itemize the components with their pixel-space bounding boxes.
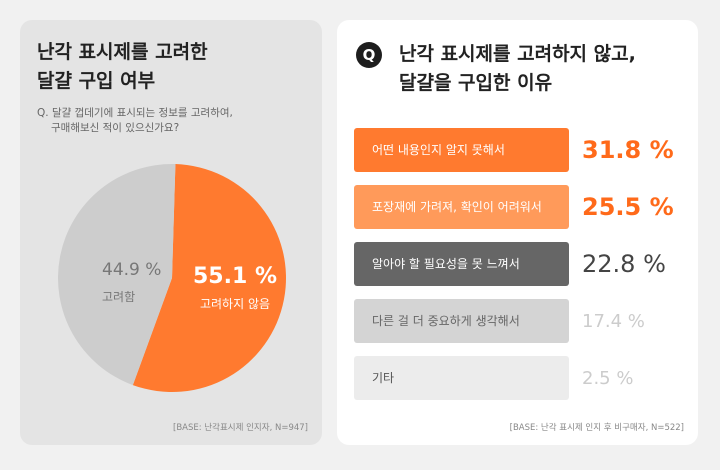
bar-4 bbox=[354, 356, 569, 400]
bar-1 bbox=[354, 185, 569, 229]
left-title-line-1: 난각 표시제를 고려한 bbox=[37, 41, 208, 63]
survey-question-line-2: 구매해보신 적이 있으신가요? bbox=[51, 122, 180, 134]
right-title-line-1: 난각 표시제를 고려하지 않고, bbox=[399, 43, 636, 65]
bar-category-label-1: 포장재에 가려져, 확인이 어려워서 bbox=[372, 200, 542, 214]
pie-slice-0 bbox=[132, 164, 287, 392]
bar-chart: 어떤 내용인지 알지 못해서 31.8 % 포장재에 가려져, 확인이 어려워서 25… bbox=[354, 128, 674, 400]
bar-category-label-2: 알아야 할 필요성을 못 느껴서 bbox=[372, 257, 520, 271]
bar-2 bbox=[354, 242, 569, 286]
slice-value-label-1: 44.9 % bbox=[102, 260, 161, 280]
pie-slice-1 bbox=[58, 164, 176, 386]
left-title-line-2: 달걀 구입 여부 bbox=[37, 70, 156, 92]
left-panel: 난각 표시제를 고려한 달걀 구입 여부 Q. 달걀 껍데기에 표시되는 정보를… bbox=[20, 20, 322, 445]
slice-category-label-0: 고려하지 않음 bbox=[200, 297, 270, 311]
bar-value-label-4: 2.5 % bbox=[582, 368, 633, 389]
right-panel: Q 난각 표시제를 고려하지 않고, 달걀을 구입한 이유 어떤 내용인지 알지… bbox=[337, 20, 698, 445]
bar-category-label-3: 다른 걸 더 중요하게 생각해서 bbox=[372, 314, 520, 328]
right-title-line-2: 달걀을 구입한 이유 bbox=[399, 72, 553, 94]
bar-value-label-2: 22.8 % bbox=[582, 250, 666, 278]
bar-value-label-0: 31.8 % bbox=[582, 136, 674, 164]
slice-category-label-1: 고려함 bbox=[102, 290, 135, 304]
bar-category-label-0: 어떤 내용인지 알지 못해서 bbox=[372, 143, 505, 157]
bar-3 bbox=[354, 299, 569, 343]
right-base-note: [BASE: 난각 표시제 인지 후 비구매자, N=522] bbox=[509, 423, 684, 433]
bar-value-label-1: 25.5 % bbox=[582, 193, 674, 221]
bar-value-label-3: 17.4 % bbox=[582, 311, 645, 332]
survey-question: Q. 달걀 껍데기에 표시되는 정보를 고려하여, 구매해보신 적이 있으신가요… bbox=[37, 106, 307, 136]
pie-chart: 55.1 % 고려하지 않음 44.9 % 고려함 bbox=[58, 164, 287, 392]
right-title: 난각 표시제를 고려하지 않고, 달걀을 구입한 이유 bbox=[399, 40, 689, 98]
left-base-note: [BASE: 난각표시제 인지자, N=947] bbox=[173, 423, 308, 433]
slice-value-label-0: 55.1 % bbox=[193, 264, 277, 289]
question-icon: Q bbox=[356, 42, 382, 68]
left-title: 난각 표시제를 고려한 달걀 구입 여부 bbox=[37, 38, 317, 96]
bar-0 bbox=[354, 128, 569, 172]
bar-category-label-4: 기타 bbox=[372, 371, 394, 385]
survey-question-line-1: Q. 달걀 껍데기에 표시되는 정보를 고려하여, bbox=[37, 107, 233, 119]
